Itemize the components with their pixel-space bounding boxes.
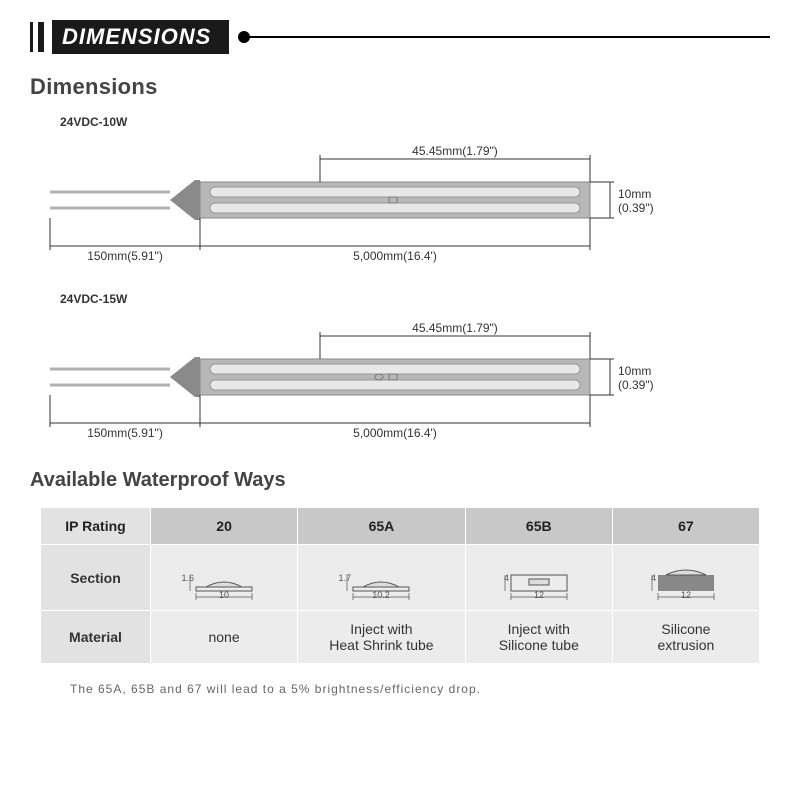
waterproof-table: IP Rating 20 65A 65B 67 Section 1.6 10 1… <box>40 507 760 664</box>
waterproof-heading: Available Waterproof Ways <box>30 469 770 492</box>
material-row: Material none Inject withHeat Shrink tub… <box>41 611 760 664</box>
section-cell-0: 1.6 10 <box>151 545 298 611</box>
svg-text:10mm: 10mm <box>618 364 651 378</box>
material-3: Siliconeextrusion <box>612 611 759 664</box>
section-header: DIMENSIONS <box>30 20 770 54</box>
svg-text:150mm(5.91"): 150mm(5.91") <box>87 426 163 440</box>
svg-text:150mm(5.91"): 150mm(5.91") <box>87 249 163 263</box>
svg-text:1.6: 1.6 <box>182 573 195 583</box>
material-2: Inject withSilicone tube <box>465 611 612 664</box>
model-block-1: 24VDC-15W 45.45mm(1.79") 10mm (0.39") 15… <box>40 292 770 444</box>
row-label-material: Material <box>41 611 151 664</box>
svg-text:5,000mm(16.4'): 5,000mm(16.4') <box>353 426 437 440</box>
model-label-0: 24VDC-10W <box>60 115 770 129</box>
model-label-1: 24VDC-15W <box>60 292 770 306</box>
row-label-section: Section <box>41 545 151 611</box>
material-1: Inject withHeat Shrink tube <box>298 611 466 664</box>
section-title: DIMENSIONS <box>52 20 229 54</box>
strip-diagram-1: 45.45mm(1.79") 10mm (0.39") 150mm(5.91")… <box>40 314 680 444</box>
header-rule <box>244 36 770 38</box>
model-block-0: 24VDC-10W 45.45mm(1.79") 10mm (0.39") 15… <box>40 115 770 267</box>
rating-2: 65B <box>465 508 612 545</box>
svg-text:12: 12 <box>534 590 544 600</box>
svg-text:1.7: 1.7 <box>339 573 352 583</box>
header-bars <box>30 22 44 52</box>
svg-text:10mm: 10mm <box>618 187 651 201</box>
svg-text:5,000mm(16.4'): 5,000mm(16.4') <box>353 249 437 263</box>
rating-1: 65A <box>298 508 466 545</box>
svg-text:12: 12 <box>681 590 691 600</box>
section-cell-2: 4 12 <box>465 545 612 611</box>
section-cell-3: 4 12 <box>612 545 759 611</box>
rating-0: 20 <box>151 508 298 545</box>
svg-text:(0.39"): (0.39") <box>618 201 654 215</box>
svg-text:45.45mm(1.79"): 45.45mm(1.79") <box>412 144 498 158</box>
section-row: Section 1.6 10 1.7 10.2 4 12 <box>41 545 760 611</box>
footnote: The 65A, 65B and 67 will lead to a 5% br… <box>70 682 770 696</box>
svg-text:45.45mm(1.79"): 45.45mm(1.79") <box>412 321 498 335</box>
svg-text:10.2: 10.2 <box>373 590 391 600</box>
dimensions-heading: Dimensions <box>30 74 770 100</box>
svg-text:(0.39"): (0.39") <box>618 378 654 392</box>
rating-3: 67 <box>612 508 759 545</box>
models-container: 24VDC-10W 45.45mm(1.79") 10mm (0.39") 15… <box>30 115 770 444</box>
material-0: none <box>151 611 298 664</box>
col-header: IP Rating <box>41 508 151 545</box>
table-header-row: IP Rating 20 65A 65B 67 <box>41 508 760 545</box>
strip-diagram-0: 45.45mm(1.79") 10mm (0.39") 150mm(5.91")… <box>40 137 680 267</box>
section-cell-1: 1.7 10.2 <box>298 545 466 611</box>
svg-text:10: 10 <box>219 590 229 600</box>
